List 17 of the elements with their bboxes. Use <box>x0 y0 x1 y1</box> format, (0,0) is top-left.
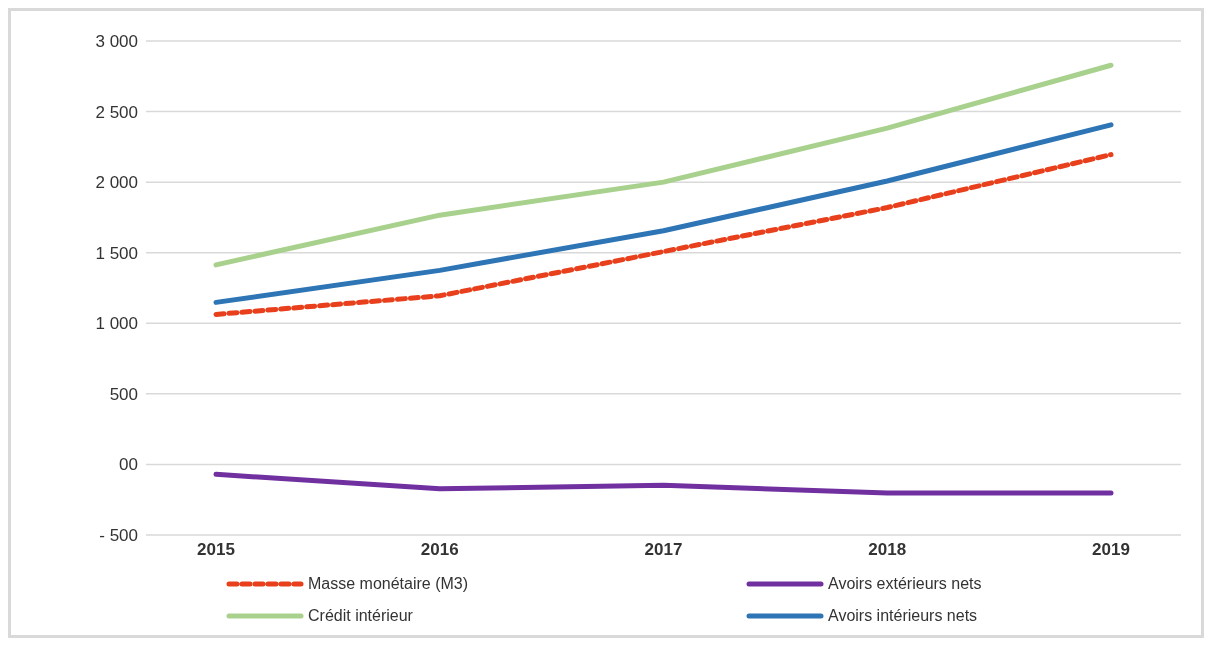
x-tick-label: 2017 <box>644 540 683 560</box>
x-tick-label: 2019 <box>1092 540 1130 560</box>
x-tick-label: 2016 <box>420 540 459 560</box>
y-tick-label: 2 000 <box>95 173 138 193</box>
legend-label: Masse monétaire (M3) <box>308 575 469 593</box>
y-tick-label: 1 500 <box>95 243 138 263</box>
legend-label: Avoirs extérieurs nets <box>828 575 982 593</box>
y-tick-label: - 500 <box>99 526 138 546</box>
y-tick-label: 2 500 <box>95 102 138 122</box>
x-tick-label: 2018 <box>868 540 907 560</box>
y-tick-label: 00 <box>119 455 138 475</box>
x-tick-label: 2015 <box>197 540 235 560</box>
legend-label: Crédit intérieur <box>308 607 413 625</box>
legend-label: Avoirs intérieurs nets <box>828 607 978 625</box>
y-tick-label: 3 000 <box>95 32 138 52</box>
y-tick-label: 500 <box>109 384 138 404</box>
y-tick-label: 1 000 <box>95 314 138 334</box>
